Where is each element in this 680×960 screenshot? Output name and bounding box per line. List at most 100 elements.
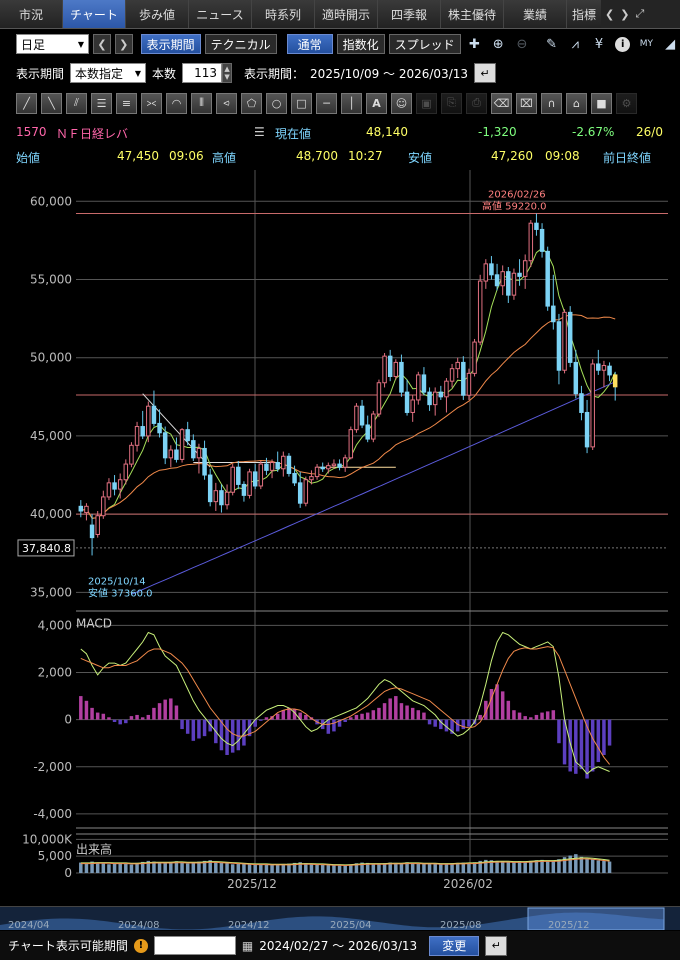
layers-icon[interactable]: ▣: [416, 92, 437, 114]
volume-bar: [337, 865, 342, 873]
spread-mode-button[interactable]: スプレッド: [388, 34, 461, 54]
pencil-icon[interactable]: ✎: [546, 36, 558, 52]
fibonacci-icon[interactable]: ≡: [116, 92, 137, 114]
candle-body: [179, 429, 185, 460]
volume-bar: [478, 860, 482, 873]
horizontal-lines-icon[interactable]: ☰: [91, 92, 112, 114]
candle: [359, 399, 365, 429]
settings-icon[interactable]: ⚙: [616, 92, 637, 114]
candle: [151, 390, 157, 427]
next-period-button[interactable]: ❯: [114, 34, 133, 54]
gann-fan-icon[interactable]: ⪦: [216, 92, 237, 114]
candle-body: [140, 426, 145, 437]
eraser-icon[interactable]: ⌫: [491, 92, 512, 114]
tab-timeseries[interactable]: 時系列: [252, 0, 315, 28]
tab-prev-icon[interactable]: ❮: [605, 7, 615, 21]
fan-lines-icon[interactable]: ⪥: [141, 92, 162, 114]
candle-body: [461, 361, 466, 396]
copy-icon[interactable]: ⎘: [441, 92, 462, 114]
macd-hist-bar: [495, 684, 499, 720]
candle-body: [416, 374, 421, 401]
tab-indicators[interactable]: 指標: [567, 0, 601, 28]
hline-icon[interactable]: ─: [316, 92, 337, 114]
pentagon-icon[interactable]: ⬠: [241, 92, 262, 114]
price-tick-label: 60,000: [30, 194, 72, 208]
list-icon[interactable]: ☰: [254, 125, 265, 139]
period-row: 表示期間 本数指定 ▼ 本数 113 ▲ ▼ 表示期間： 2025/10/09 ～…: [0, 60, 680, 86]
calendar-icon[interactable]: ▦: [241, 938, 254, 953]
price-chart[interactable]: 60,000 55,000 50,000 45,000 40,000 35,000 2026…: [0, 170, 680, 906]
period-select[interactable]: 日足 ▼: [16, 34, 90, 54]
magnet-icon[interactable]: ∩: [541, 92, 562, 114]
candle-body: [466, 372, 472, 396]
lock-icon[interactable]: ⌂: [566, 92, 587, 114]
count-input[interactable]: 113: [182, 63, 223, 83]
display-period-button[interactable]: 表示期間: [140, 34, 201, 54]
crosshair-icon[interactable]: ✚: [469, 36, 480, 52]
tab-disclosure[interactable]: 適時開示: [315, 0, 378, 28]
info-icon[interactable]: i: [613, 34, 633, 54]
tab-chart[interactable]: チャート: [63, 0, 126, 28]
candle: [382, 353, 387, 388]
count-stepper[interactable]: ▲ ▼: [222, 63, 233, 83]
start-date-input[interactable]: [153, 936, 236, 955]
candle-body: [117, 479, 123, 490]
tab-market[interactable]: 市況: [0, 0, 63, 28]
yen-icon[interactable]: ¥: [594, 36, 604, 52]
tab-earnings[interactable]: 業績: [504, 0, 567, 28]
candle-body: [483, 263, 489, 282]
normal-mode-button[interactable]: 通常: [286, 34, 333, 54]
technical-button[interactable]: テクニカル: [204, 34, 277, 54]
volume-bar: [332, 865, 336, 873]
area-chart-icon[interactable]: ◢: [665, 36, 676, 52]
rectangle-icon[interactable]: □: [291, 92, 312, 114]
reset-range-icon[interactable]: ↵: [474, 63, 497, 83]
hide-icon[interactable]: ■: [591, 92, 612, 114]
macd-hist-bar: [506, 700, 511, 720]
prev-period-button[interactable]: ❮: [93, 34, 111, 54]
candle: [494, 263, 500, 291]
tab-next-icon[interactable]: ❯: [620, 7, 630, 21]
prev-close-label: 前日終値: [603, 151, 652, 165]
reset-icon[interactable]: ↵: [485, 935, 508, 956]
candle: [528, 220, 534, 267]
tab-news[interactable]: ニュース: [189, 0, 252, 28]
period-mode-select[interactable]: 本数指定 ▼: [70, 63, 147, 83]
text-icon[interactable]: A: [366, 92, 387, 114]
line-tool-icon[interactable]: ╱: [16, 92, 37, 114]
chart-compare-icon[interactable]: ⩘: [571, 36, 579, 52]
macd-hist-bar: [377, 707, 381, 720]
paste-icon[interactable]: ⎙: [466, 92, 487, 114]
extra-value: 26/0: [636, 125, 663, 139]
volume-bar: [590, 859, 595, 873]
macd-hist-bar: [225, 719, 229, 755]
vertical-lines-icon[interactable]: ⦀: [191, 92, 212, 114]
bottom-bar: チャート表示可能期間 ! ▦ 2024/02/27 ～ 2026/03/13 変…: [0, 931, 680, 960]
candle-body: [371, 413, 376, 440]
ruler-tool-icon[interactable]: ╲: [41, 92, 62, 114]
macd-hist-bar: [512, 710, 516, 720]
candle: [191, 434, 196, 461]
circle-icon[interactable]: ○: [266, 92, 287, 114]
macd-hist-bar: [602, 719, 606, 755]
tab-benefits[interactable]: 株主優待: [441, 0, 504, 28]
volume-bar: [174, 861, 179, 873]
change-button[interactable]: 変更: [429, 935, 480, 956]
zoom-out-icon[interactable]: ⊖: [516, 36, 528, 52]
arc-icon[interactable]: ◠: [166, 92, 187, 114]
vline-icon[interactable]: │: [341, 92, 362, 114]
tab-tick[interactable]: 歩み値: [126, 0, 189, 28]
tab-shikiho[interactable]: 四季報: [378, 0, 441, 28]
my-chart-icon[interactable]: MY: [639, 39, 654, 49]
macd-hist-bar: [264, 717, 269, 720]
eraser-all-icon[interactable]: ⌧: [516, 92, 537, 114]
candle-body: [292, 472, 297, 484]
zoom-in-icon[interactable]: ⊕: [492, 36, 504, 52]
range-navigator[interactable]: 2024/04 2024/08 2024/12 2025/04 2025/08 2025/…: [0, 906, 680, 930]
parallel-lines-icon[interactable]: ⫽: [66, 92, 87, 114]
expand-icon[interactable]: ⤢: [635, 7, 645, 20]
candle-body: [562, 311, 567, 371]
volume-bar: [371, 863, 376, 873]
emoji-icon[interactable]: ☺: [391, 92, 412, 114]
index-mode-button[interactable]: 指数化: [336, 34, 385, 54]
